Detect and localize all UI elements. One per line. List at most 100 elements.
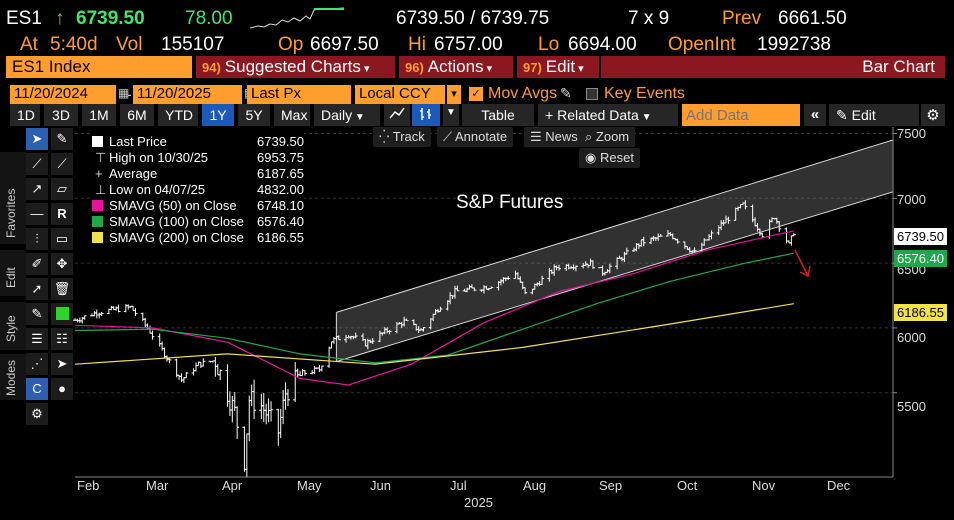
- legend-value: 6187.65: [257, 166, 304, 181]
- legend-label: Last Price: [109, 134, 167, 149]
- start-date-text: 11/20/2024: [14, 85, 88, 102]
- range-1m[interactable]: 1M: [82, 104, 116, 126]
- text-tool-icon[interactable]: R: [51, 203, 73, 225]
- actions-num: 96): [405, 60, 424, 75]
- add-data-input[interactable]: [682, 104, 800, 126]
- range-3d[interactable]: 3D: [44, 104, 78, 126]
- range-5y[interactable]: 5Y: [238, 104, 270, 126]
- key-events-checkbox[interactable]: [586, 88, 598, 100]
- security-field[interactable]: ES1 Index: [6, 56, 192, 78]
- bar-chart-icon[interactable]: [412, 104, 440, 126]
- x-tick-label: Oct: [677, 478, 698, 493]
- start-date-field[interactable]: 11/20/2024: [10, 85, 116, 104]
- line-chart-glyph: [389, 107, 405, 119]
- cursor-tool-icon[interactable]: ➤: [26, 128, 48, 150]
- y-tick-label: 5500: [897, 399, 926, 414]
- currency-dropdown-icon[interactable]: ▾: [447, 85, 461, 104]
- dropdown-arrow-icon: ▾: [575, 63, 584, 75]
- channel-tool-icon[interactable]: ▱: [51, 178, 73, 200]
- calendar-icon[interactable]: ▦: [118, 86, 130, 100]
- color-swatch-icon[interactable]: [51, 303, 73, 325]
- style-pen-icon[interactable]: ✎: [26, 303, 48, 325]
- intraday-sparkline: [250, 7, 345, 29]
- legend-value: 6953.75: [257, 150, 304, 165]
- legend-swatch: [92, 200, 103, 211]
- sma100-price-tag: 6576.40: [894, 250, 947, 267]
- settings-gear-icon[interactable]: ⚙: [921, 104, 945, 126]
- dropdown-arrow-icon: ▼: [352, 112, 365, 123]
- sma-line: [74, 303, 794, 365]
- low-value: 6694.00: [568, 34, 637, 55]
- news-button[interactable]: ☰ News: [524, 127, 584, 147]
- plus-icon: +: [545, 107, 558, 123]
- legend-label: Average: [109, 166, 158, 181]
- edit-menu[interactable]: 97) Edit ▾: [517, 56, 599, 78]
- pencil-tool-icon[interactable]: ✎: [51, 128, 73, 150]
- move-tool-icon[interactable]: ✥: [51, 253, 73, 275]
- zoom-button[interactable]: ⌕ Zoom: [579, 127, 636, 147]
- fibonacci-tool-icon[interactable]: ⫶: [26, 228, 48, 250]
- palette-icon[interactable]: ●: [51, 378, 73, 400]
- x-tick-label: Jun: [370, 478, 391, 493]
- actions-menu[interactable]: 96) Actions ▾: [399, 56, 513, 78]
- tools-settings-icon[interactable]: ⚙: [26, 403, 48, 425]
- related-data-text: Related Data: [557, 107, 639, 123]
- line-weight-icon[interactable]: ☰: [26, 328, 48, 350]
- annotate-button[interactable]: ⟋ Annotate: [437, 127, 514, 147]
- crosshair-mode-icon[interactable]: ⋰: [26, 353, 48, 375]
- suggested-charts-num: 94): [202, 60, 221, 75]
- sma-line: [74, 230, 794, 386]
- zoom-label: Zoom: [595, 129, 630, 144]
- line-chart-icon[interactable]: [384, 104, 410, 126]
- tab-style[interactable]: Style: [0, 302, 26, 350]
- x-tick-label: May: [297, 478, 322, 493]
- trash-icon[interactable]: 🗑: [51, 278, 73, 300]
- line-style-icon[interactable]: ☷: [51, 328, 73, 350]
- track-label: Track: [392, 129, 425, 144]
- range-ytd[interactable]: YTD: [158, 104, 198, 126]
- pencil-icon[interactable]: ✎: [560, 85, 572, 101]
- axes: [75, 127, 897, 478]
- collapse-left-icon[interactable]: «: [804, 104, 826, 126]
- frequency-dropdown[interactable]: Daily ▼: [314, 104, 380, 126]
- table-button[interactable]: Table: [462, 104, 534, 126]
- annotate-label: Annotate: [455, 129, 508, 144]
- chart-style-dropdown[interactable]: ▼: [443, 104, 459, 126]
- legend-value: 6739.50: [257, 134, 304, 149]
- security-text: ES1 Index: [12, 57, 91, 76]
- track-button[interactable]: ⁛ Track: [373, 127, 431, 147]
- mov-avgs-checkbox[interactable]: ✓: [469, 87, 483, 101]
- line-tool-icon[interactable]: ⟋: [26, 153, 48, 175]
- tab-favorites[interactable]: Favorites: [0, 152, 26, 244]
- rectangle-tool-icon[interactable]: ▭: [51, 228, 73, 250]
- tab-modes[interactable]: Modes: [0, 354, 26, 400]
- magnet-mode-icon[interactable]: C: [26, 378, 48, 400]
- cursor-mode-icon[interactable]: ➤: [51, 353, 73, 375]
- range-6m[interactable]: 6M: [120, 104, 154, 126]
- field-selector[interactable]: Last Px: [247, 85, 351, 104]
- select-tool-icon[interactable]: ➚: [26, 278, 48, 300]
- segment-tool-icon[interactable]: ⟋: [51, 153, 73, 175]
- ray-tool-icon[interactable]: ↗: [26, 178, 48, 200]
- x-tick-label: Apr: [222, 478, 243, 493]
- suggested-charts-menu[interactable]: 94) Suggested Charts ▾: [196, 56, 395, 78]
- range-1y[interactable]: 1Y: [202, 104, 234, 126]
- chart-type-title: Bar Chart: [601, 56, 945, 78]
- range-1d[interactable]: 1D: [10, 104, 40, 126]
- currency-selector[interactable]: Local CCY: [355, 85, 445, 104]
- horizontal-line-icon[interactable]: —: [26, 203, 48, 225]
- brush-tool-icon[interactable]: ✐: [26, 253, 48, 275]
- x-tick-label: Feb: [77, 478, 100, 493]
- track-icon: ⁛: [379, 129, 393, 144]
- reset-button[interactable]: ◉ Reset: [579, 148, 640, 168]
- frequency-text: Daily: [321, 107, 353, 123]
- end-date-field[interactable]: 11/20/2025: [133, 85, 242, 104]
- news-label: News: [545, 129, 578, 144]
- legend-panel: [90, 133, 304, 247]
- range-max[interactable]: Max: [274, 104, 310, 126]
- tab-edit[interactable]: Edit: [0, 250, 26, 296]
- related-data-dropdown[interactable]: + Related Data ▼: [538, 104, 678, 126]
- sma-line: [74, 252, 794, 364]
- legend-label: High on 10/30/25: [109, 150, 209, 165]
